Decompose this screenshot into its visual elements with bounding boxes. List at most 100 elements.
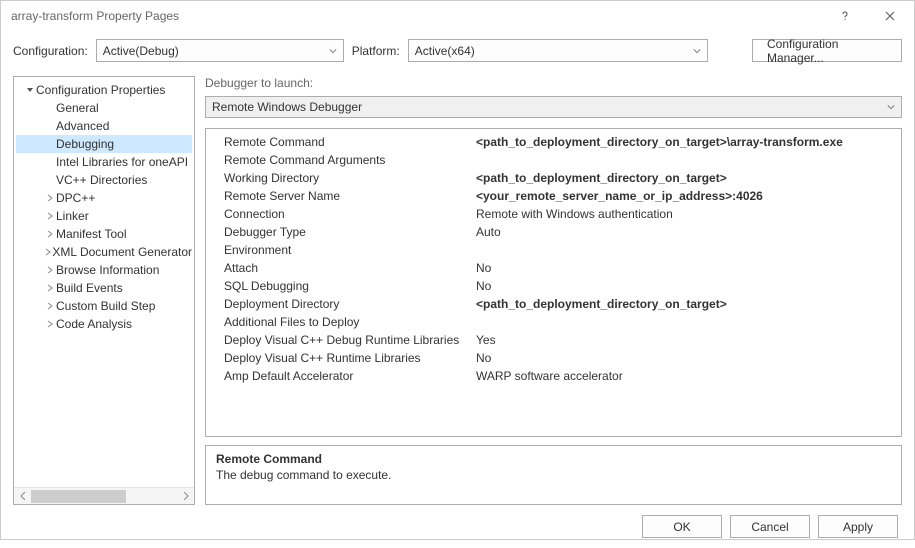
property-row[interactable]: SQL DebuggingNo xyxy=(206,277,901,295)
configuration-select[interactable]: Active(Debug) xyxy=(96,39,344,62)
property-row[interactable]: Deploy Visual C++ Runtime LibrariesNo xyxy=(206,349,901,367)
cancel-label: Cancel xyxy=(751,520,788,534)
tree-item[interactable]: Browse Information xyxy=(16,261,192,279)
tree-item[interactable]: DPC++ xyxy=(16,189,192,207)
property-value[interactable]: Yes xyxy=(474,333,901,347)
property-value[interactable]: No xyxy=(474,351,901,365)
property-value[interactable]: <path_to_deployment_directory_on_target> xyxy=(474,297,901,311)
scroll-track[interactable] xyxy=(31,488,177,505)
chevron-down-icon xyxy=(887,103,895,111)
property-label: Debugger Type xyxy=(206,225,474,239)
title-bar: array-transform Property Pages xyxy=(1,1,914,31)
property-label: Working Directory xyxy=(206,171,474,185)
tree-item-label: DPC++ xyxy=(56,191,95,205)
right-pane: Debugger to launch: Remote Windows Debug… xyxy=(205,76,902,505)
tree-item[interactable]: Advanced xyxy=(16,117,192,135)
configuration-value: Active(Debug) xyxy=(103,44,179,58)
property-value[interactable]: Remote with Windows authentication xyxy=(474,207,901,221)
property-row[interactable]: Deploy Visual C++ Debug Runtime Librarie… xyxy=(206,331,901,349)
chevron-down-icon xyxy=(693,47,701,55)
tree-item[interactable]: Code Analysis xyxy=(16,315,192,333)
property-row[interactable]: Debugger TypeAuto xyxy=(206,223,901,241)
property-row[interactable]: Working Directory<path_to_deployment_dir… xyxy=(206,169,901,187)
tree-root-label: Configuration Properties xyxy=(36,83,165,97)
tree-item-label: Code Analysis xyxy=(56,317,132,331)
property-row[interactable]: Remote Command Arguments xyxy=(206,151,901,169)
property-value[interactable]: No xyxy=(474,261,901,275)
ok-button[interactable]: OK xyxy=(642,515,722,538)
configuration-label: Configuration: xyxy=(13,44,88,58)
tree-item[interactable]: XML Document Generator xyxy=(16,243,192,261)
tree[interactable]: Configuration Properties General Advanced D… xyxy=(14,77,194,487)
property-row[interactable]: Deployment Directory<path_to_deployment_… xyxy=(206,295,901,313)
tree-item-label: Manifest Tool xyxy=(56,227,126,241)
property-row[interactable]: AttachNo xyxy=(206,259,901,277)
scroll-left-arrow[interactable] xyxy=(14,488,31,505)
property-row[interactable]: ConnectionRemote with Windows authentica… xyxy=(206,205,901,223)
property-row[interactable]: Amp Default AcceleratorWARP software acc… xyxy=(206,367,901,385)
property-row[interactable]: Additional Files to Deploy xyxy=(206,313,901,331)
description-text: The debug command to execute. xyxy=(216,468,891,482)
configuration-manager-button[interactable]: Configuration Manager... xyxy=(752,39,902,62)
tree-item[interactable]: Intel Libraries for oneAPI xyxy=(16,153,192,171)
help-button[interactable] xyxy=(822,1,867,31)
expand-arrow-icon xyxy=(44,266,56,274)
property-value[interactable]: Auto xyxy=(474,225,901,239)
expand-arrow-icon xyxy=(44,230,56,238)
property-value[interactable]: <path_to_deployment_directory_on_target>… xyxy=(474,135,901,149)
property-grid[interactable]: Remote Command<path_to_deployment_direct… xyxy=(205,128,902,437)
config-row: Configuration: Active(Debug) Platform: A… xyxy=(1,31,914,70)
expand-arrow-icon xyxy=(44,284,56,292)
window-title: array-transform Property Pages xyxy=(11,9,822,23)
debugger-launch-label: Debugger to launch: xyxy=(205,76,902,90)
platform-value: Active(x64) xyxy=(415,44,475,58)
tree-item-label: Advanced xyxy=(56,119,109,133)
tree-item[interactable]: Debugging xyxy=(16,135,192,153)
horizontal-scrollbar[interactable] xyxy=(14,487,194,504)
tree-item-label: Debugging xyxy=(56,137,114,151)
scroll-thumb[interactable] xyxy=(31,490,126,503)
property-value[interactable]: No xyxy=(474,279,901,293)
tree-item[interactable]: Manifest Tool xyxy=(16,225,192,243)
tree-item-label: Browse Information xyxy=(56,263,159,277)
tree-item-label: Linker xyxy=(56,209,89,223)
configuration-manager-label: Configuration Manager... xyxy=(767,37,887,65)
property-value[interactable]: <your_remote_server_name_or_ip_address>:… xyxy=(474,189,901,203)
tree-item[interactable]: Linker xyxy=(16,207,192,225)
expand-arrow-icon xyxy=(44,212,56,220)
expand-arrow-icon xyxy=(24,86,36,94)
property-label: Amp Default Accelerator xyxy=(206,369,474,383)
expand-arrow-icon xyxy=(44,248,52,256)
tree-root[interactable]: Configuration Properties xyxy=(16,81,192,99)
scroll-right-arrow[interactable] xyxy=(177,488,194,505)
expand-arrow-icon xyxy=(44,302,56,310)
platform-select[interactable]: Active(x64) xyxy=(408,39,708,62)
description-box: Remote Command The debug command to exec… xyxy=(205,445,902,505)
cancel-button[interactable]: Cancel xyxy=(730,515,810,538)
debugger-launch-select[interactable]: Remote Windows Debugger xyxy=(205,96,902,118)
chevron-down-icon xyxy=(329,47,337,55)
tree-item-label: Custom Build Step xyxy=(56,299,155,313)
tree-panel: Configuration Properties General Advanced D… xyxy=(13,76,195,505)
property-row[interactable]: Remote Server Name<your_remote_server_na… xyxy=(206,187,901,205)
tree-item-label: Intel Libraries for oneAPI xyxy=(56,155,188,169)
dialog-footer: OK Cancel Apply xyxy=(1,505,914,548)
tree-item-label: Build Events xyxy=(56,281,123,295)
property-value[interactable]: WARP software accelerator xyxy=(474,369,901,383)
property-label: Connection xyxy=(206,207,474,221)
property-label: Deploy Visual C++ Debug Runtime Librarie… xyxy=(206,333,474,347)
property-label: Deploy Visual C++ Runtime Libraries xyxy=(206,351,474,365)
property-value[interactable]: <path_to_deployment_directory_on_target> xyxy=(474,171,901,185)
apply-button[interactable]: Apply xyxy=(818,515,898,538)
ok-label: OK xyxy=(673,520,690,534)
property-label: Remote Command xyxy=(206,135,474,149)
tree-item[interactable]: Custom Build Step xyxy=(16,297,192,315)
close-button[interactable] xyxy=(867,1,912,31)
property-row[interactable]: Remote Command<path_to_deployment_direct… xyxy=(206,133,901,151)
property-row[interactable]: Environment xyxy=(206,241,901,259)
tree-item[interactable]: Build Events xyxy=(16,279,192,297)
property-label: Additional Files to Deploy xyxy=(206,315,474,329)
tree-item[interactable]: General xyxy=(16,99,192,117)
platform-label: Platform: xyxy=(352,44,400,58)
tree-item[interactable]: VC++ Directories xyxy=(16,171,192,189)
